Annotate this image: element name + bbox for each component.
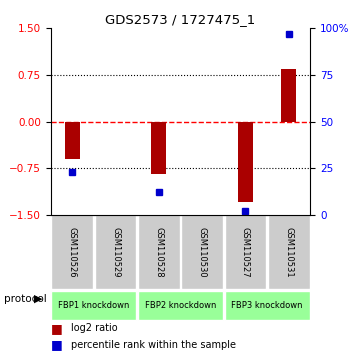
Title: GDS2573 / 1727475_1: GDS2573 / 1727475_1: [105, 13, 256, 26]
Bar: [268, 215, 310, 289]
Bar: [281, 69, 296, 121]
Text: GSM110530: GSM110530: [198, 227, 206, 277]
Text: ▶: ▶: [34, 294, 43, 304]
Text: percentile rank within the sample: percentile rank within the sample: [71, 339, 236, 350]
Text: GSM110527: GSM110527: [241, 227, 250, 277]
Text: GSM110528: GSM110528: [155, 227, 163, 277]
Text: GSM110526: GSM110526: [68, 227, 77, 277]
Bar: [138, 215, 180, 289]
Bar: [138, 291, 223, 320]
Bar: [51, 215, 93, 289]
Bar: [225, 215, 266, 289]
Text: GSM110529: GSM110529: [111, 227, 120, 277]
Text: FBP1 knockdown: FBP1 knockdown: [58, 301, 130, 310]
Text: FBP2 knockdown: FBP2 knockdown: [145, 301, 216, 310]
Bar: [51, 291, 136, 320]
Bar: [65, 121, 80, 159]
Bar: [225, 291, 310, 320]
Text: ■: ■: [51, 338, 62, 351]
Bar: [151, 121, 166, 174]
Text: FBP3 knockdown: FBP3 knockdown: [231, 301, 303, 310]
Text: ■: ■: [51, 322, 62, 335]
Text: protocol: protocol: [4, 294, 46, 304]
Text: log2 ratio: log2 ratio: [71, 324, 118, 333]
Bar: [95, 215, 136, 289]
Bar: [238, 121, 253, 202]
Text: GSM110531: GSM110531: [284, 227, 293, 277]
Bar: [181, 215, 223, 289]
